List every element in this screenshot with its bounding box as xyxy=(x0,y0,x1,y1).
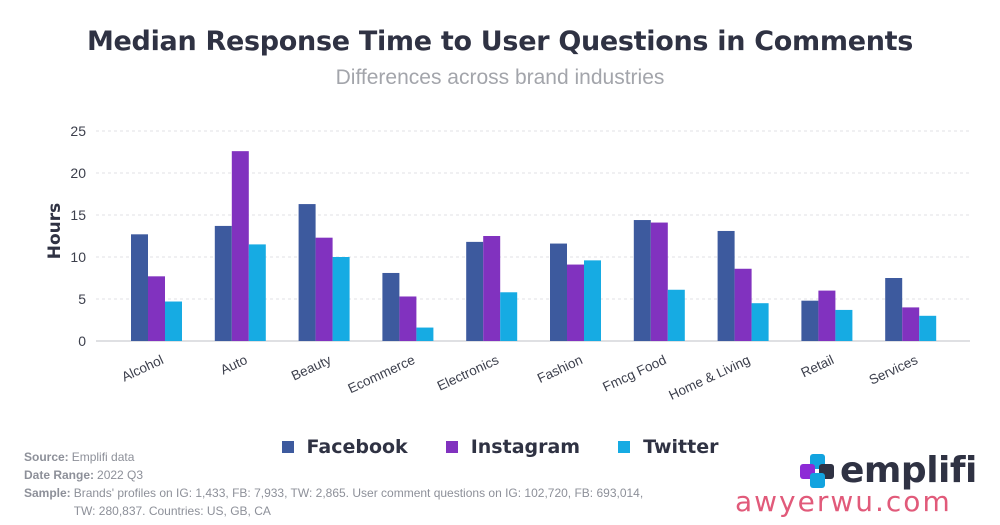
y-tick-label: 20 xyxy=(70,165,86,181)
bar-instagram-services xyxy=(902,307,920,341)
x-tick-label: Fashion xyxy=(535,352,585,386)
bar-twitter-retail xyxy=(835,309,853,341)
x-tick-label: Alcohol xyxy=(119,352,165,384)
bar-chart: 0 5 10 15 20 25 Hours Alcohol Auto Beauty Ecomme… xyxy=(45,123,970,403)
legend-swatch-twitter xyxy=(618,441,631,453)
date-range-label: Date Range: xyxy=(24,468,95,482)
y-tick-label: 15 xyxy=(70,207,86,223)
y-axis-ticks: 0 5 10 15 20 25 xyxy=(70,123,86,349)
chart-title: Median Response Time to User Questions i… xyxy=(86,26,914,57)
legend-label-instagram: Instagram xyxy=(470,436,581,458)
bar-twitter-beauty xyxy=(332,257,350,341)
bar-twitter-fashion xyxy=(584,260,601,341)
date-range-note: Date Range: 2022 Q3 xyxy=(24,466,644,484)
x-tick-label: Home & Living xyxy=(666,352,752,403)
sample-value: Brands' profiles on IG: 1,433, FB: 7,933… xyxy=(73,486,644,518)
x-tick-label: Ecommerce xyxy=(346,352,418,396)
x-axis-ticks: Alcohol Auto Beauty Ecommerce Electronics Fas… xyxy=(119,352,920,403)
legend-label-facebook: Facebook xyxy=(306,436,408,458)
legend: Facebook Instagram Twitter xyxy=(0,436,1000,458)
x-tick-label: Retail xyxy=(799,352,837,380)
x-tick-label: Fmcg Food xyxy=(600,352,668,394)
bar-twitter-electronics xyxy=(500,292,518,341)
bar-instagram-electronics xyxy=(483,236,501,341)
bar-facebook-fmcg-food xyxy=(633,220,651,341)
legend-swatch-facebook xyxy=(281,441,294,453)
bar-instagram-home-living xyxy=(734,268,752,341)
bar-instagram-alcohol xyxy=(148,276,165,341)
chart-subtitle: Differences across brand industries xyxy=(335,66,665,89)
x-tick-label: Electronics xyxy=(435,352,501,394)
emplifi-logo-icon xyxy=(800,453,834,488)
y-axis-label: Hours xyxy=(45,203,65,260)
date-range-value: 2022 Q3 xyxy=(97,468,144,482)
y-tick-label: 0 xyxy=(78,333,86,349)
brand-logo: emplifi xyxy=(800,450,977,491)
bar-twitter-alcohol xyxy=(165,301,182,341)
bar-twitter-services xyxy=(919,315,937,341)
x-tick-label: Auto xyxy=(218,352,250,377)
x-tick-label: Services xyxy=(867,352,920,388)
y-tick-label: 25 xyxy=(70,123,86,139)
bar-instagram-ecommerce xyxy=(399,296,417,341)
legend-item-instagram: Instagram xyxy=(445,436,581,458)
bar-facebook-home-living xyxy=(717,230,735,341)
bars xyxy=(131,151,937,341)
bar-facebook-retail xyxy=(801,300,819,341)
source-value: Emplifi data xyxy=(71,450,135,464)
legend-swatch-instagram xyxy=(445,441,458,453)
watermark: awyerwu.com xyxy=(735,485,952,518)
y-tick-label: 5 xyxy=(78,291,86,307)
x-tick-label: Beauty xyxy=(289,352,334,383)
sample-note: Sample: Brands' profiles on IG: 1,433, F… xyxy=(24,484,644,520)
source-label: Source: xyxy=(24,450,69,464)
bar-instagram-fmcg-food xyxy=(650,222,668,341)
bar-instagram-auto xyxy=(231,151,249,341)
brand-name: emplifi xyxy=(840,450,977,491)
chart-notes: Source: Emplifi data Date Range: 2022 Q3… xyxy=(24,448,644,520)
bar-instagram-fashion xyxy=(567,264,584,341)
bar-twitter-auto xyxy=(248,244,266,341)
source-note: Source: Emplifi data xyxy=(24,448,644,466)
bar-facebook-auto xyxy=(214,225,232,341)
bar-facebook-ecommerce xyxy=(382,272,400,341)
bar-instagram-beauty xyxy=(315,237,333,341)
legend-item-twitter: Twitter xyxy=(618,436,718,458)
bar-facebook-electronics xyxy=(466,241,484,341)
bar-twitter-ecommerce xyxy=(416,327,434,341)
bar-facebook-beauty xyxy=(298,204,316,341)
bar-instagram-retail xyxy=(818,290,836,341)
bar-facebook-services xyxy=(885,278,903,341)
bar-twitter-home-living xyxy=(751,303,769,341)
legend-label-twitter: Twitter xyxy=(643,436,719,458)
sample-label: Sample: xyxy=(24,486,71,500)
y-tick-label: 10 xyxy=(70,249,86,265)
bar-facebook-fashion xyxy=(550,243,567,341)
legend-item-facebook: Facebook xyxy=(281,436,408,458)
bar-facebook-alcohol xyxy=(131,234,148,341)
bar-twitter-fmcg-food xyxy=(667,289,685,341)
